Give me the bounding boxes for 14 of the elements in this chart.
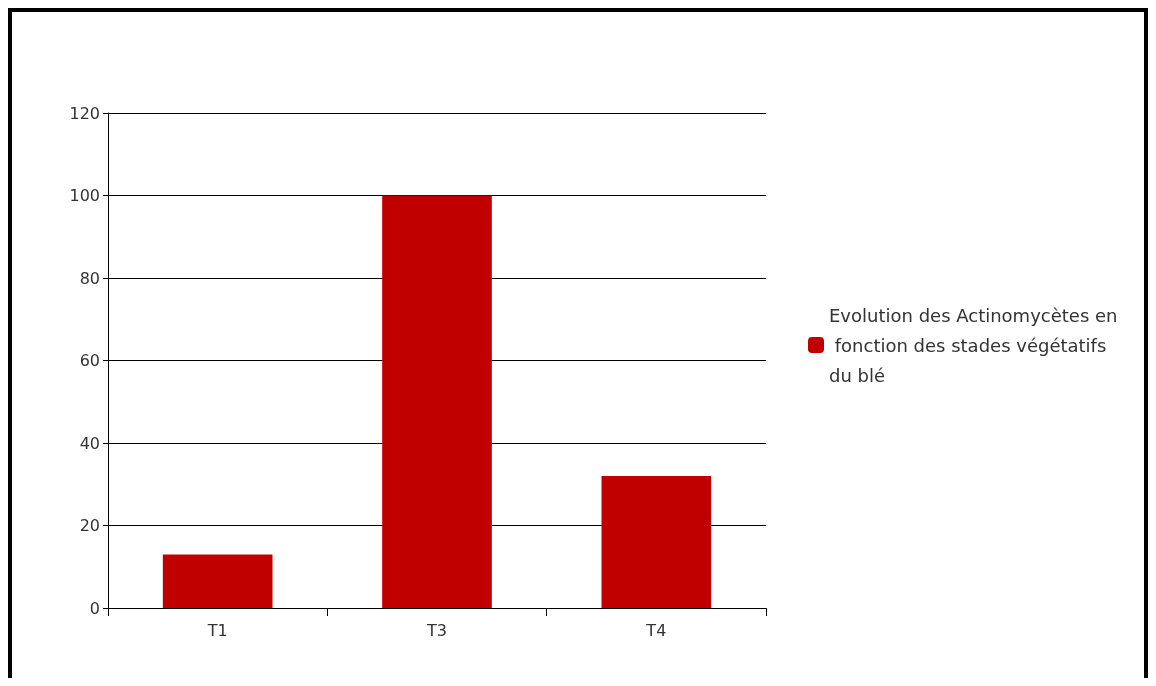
bar	[162, 554, 273, 608]
y-tick-label: 100	[69, 186, 100, 205]
x-tick-label: T3	[426, 620, 447, 640]
y-tick-label: 40	[79, 433, 100, 453]
y-tick-label: 20	[79, 516, 100, 535]
y-tick-label: 60	[79, 351, 100, 370]
x-tick-label: T4	[645, 620, 667, 640]
x-tick-label: T1	[206, 620, 228, 640]
y-tick-label: 0	[89, 598, 100, 618]
bar	[601, 476, 712, 608]
y-tick-label: 80	[79, 268, 100, 288]
y-tick-label: 120	[69, 103, 100, 123]
bar	[382, 195, 492, 608]
legend-label: Evolution des Actinomycètes en fonction des stades végétatifs du blé	[829, 304, 1118, 386]
